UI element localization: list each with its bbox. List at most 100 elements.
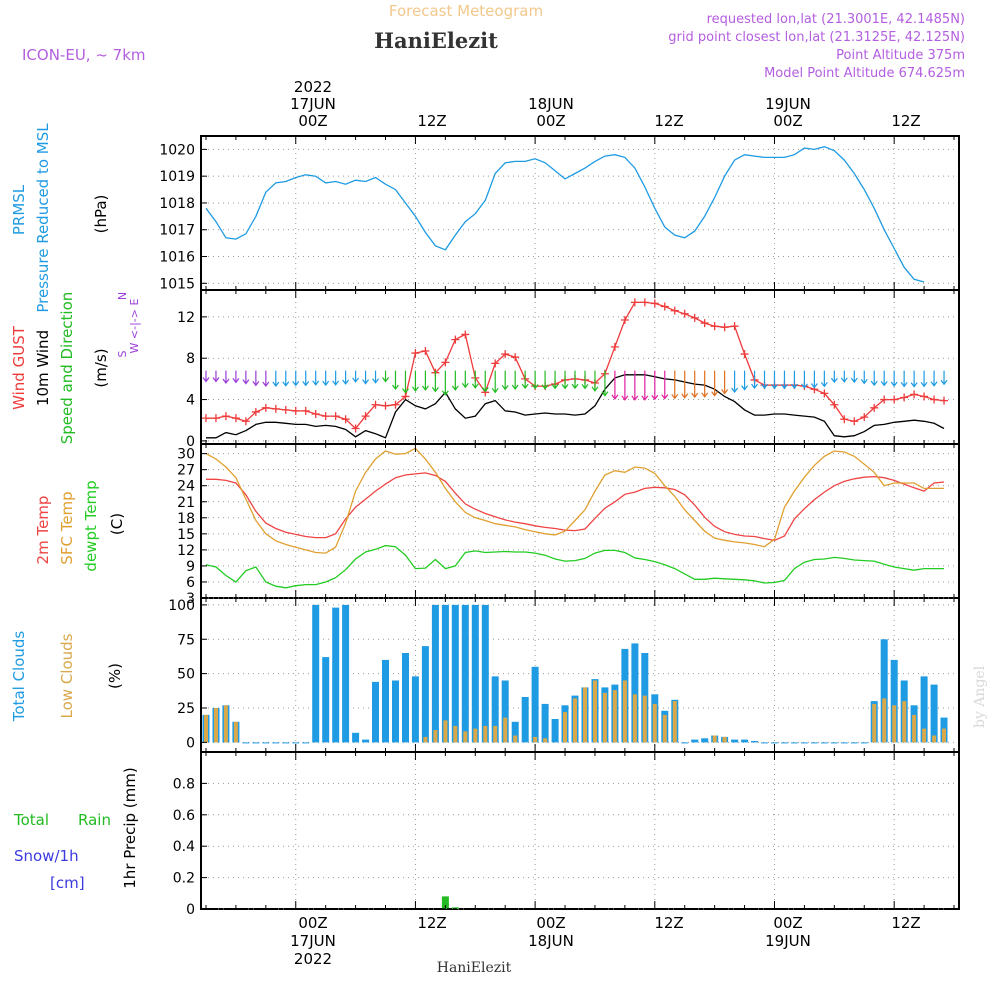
total-cloud-bar: [481, 604, 489, 743]
low-cloud-bar: [513, 735, 518, 743]
total-cloud-bar: [491, 676, 499, 743]
total-cloud-bar: [292, 742, 300, 744]
total-cloud-bar: [521, 697, 529, 743]
wind-direction-arrow: [491, 370, 499, 394]
low-cloud-bar: [223, 705, 228, 743]
gust-marker: [610, 342, 619, 351]
wind-unit-label: (m/s): [92, 348, 110, 387]
gust-marker: [491, 359, 500, 368]
top-time-12z-1: 12Z: [417, 112, 446, 130]
total-cloud-bar: [701, 738, 709, 743]
gust-marker: [311, 410, 320, 419]
total-cloud-bar: [431, 604, 439, 743]
bottom-date-19jun: 19JUN: [765, 932, 811, 950]
total-cloud-bar: [691, 739, 699, 743]
y-tick-label: 0: [186, 902, 195, 918]
gust-marker: [740, 350, 749, 359]
low-cloud-bar: [622, 680, 627, 743]
rain-bar: [451, 907, 459, 909]
total-cloud-bar: [262, 742, 270, 744]
gust-marker: [640, 298, 649, 307]
gust-marker: [291, 406, 300, 415]
total-cloud-bar: [471, 604, 479, 743]
gust-marker: [251, 407, 260, 416]
wind-10m-label: 10m Wind: [34, 330, 52, 406]
gust-marker: [690, 313, 699, 322]
y-tick-label: 12: [177, 310, 195, 326]
total-cloud-bar: [551, 719, 559, 743]
y-tick-label: 0.4: [173, 839, 195, 855]
wind-direction-arrow: [252, 370, 260, 387]
low-cloud-bar: [583, 687, 587, 743]
wind-direction-arrow: [711, 370, 719, 397]
gust-marker: [261, 403, 270, 412]
y-tick-label: 0.2: [173, 871, 195, 887]
wind-direction-arrow: [900, 370, 908, 388]
total-rain-label-2: Rain: [78, 811, 111, 829]
low-cloud-bar: [662, 714, 667, 743]
snow-label: Snow/1h: [14, 847, 79, 865]
wind-gust-label: Wind GUST: [10, 325, 28, 410]
low-cloud-bar: [872, 703, 877, 743]
low-cloud-bar: [642, 695, 647, 743]
wind-direction-arrow: [741, 370, 749, 391]
total-cloud-bar: [451, 604, 459, 743]
total-cloud-bar: [820, 742, 828, 744]
total-cloud-bar: [342, 604, 350, 743]
total-cloud-bar: [631, 643, 639, 743]
gust-marker: [321, 412, 330, 421]
wind-direction-arrow: [771, 370, 778, 390]
y-tick-label: 24: [177, 479, 195, 495]
low-cloud-bar: [932, 735, 937, 743]
wind-direction-arrow: [382, 370, 389, 383]
top-date-19jun: 19JUN: [765, 95, 811, 113]
total-cloud-bar: [392, 680, 399, 743]
total-cloud-bar: [771, 742, 778, 744]
wind-direction-arrow: [761, 370, 768, 390]
gust-marker: [511, 353, 520, 362]
wind-direction-arrow: [312, 370, 320, 386]
prmsl-label: PRMSL: [10, 184, 28, 235]
wind-direction-arrow: [461, 370, 469, 389]
total-cloud-bar: [362, 739, 370, 743]
total-cloud-bar: [920, 676, 928, 743]
low-cloud-bar: [204, 714, 208, 743]
wind-direction-arrow: [232, 370, 240, 384]
total-cloud-bar: [800, 742, 808, 744]
wind-10m-line: [206, 374, 945, 439]
gust-marker: [630, 298, 639, 307]
bottom-time-12z-2: 12Z: [654, 914, 683, 932]
gust-marker: [730, 322, 739, 331]
y-tick-label: 0: [186, 735, 195, 751]
low-cloud-bar: [942, 728, 946, 743]
gust-marker: [221, 412, 230, 421]
total-cloud-bar: [531, 666, 539, 743]
compass-s-label: S: [116, 350, 129, 357]
total-cloud-bar: [830, 742, 838, 744]
total-cloud-bar: [751, 741, 758, 743]
gust-marker: [620, 315, 629, 324]
wind-direction-arrow: [681, 370, 689, 399]
gust-marker: [301, 406, 310, 415]
gust-marker: [860, 413, 869, 422]
y-tick-label: 30: [177, 447, 195, 463]
gust-marker: [351, 424, 360, 433]
top-time-00z-3: 00Z: [773, 112, 802, 130]
gust-marker: [920, 392, 929, 401]
wind-direction-arrow: [810, 370, 818, 389]
y-tick-label: 25: [177, 701, 195, 717]
wind-direction-arrow: [521, 370, 529, 390]
watermark: by Angel: [972, 665, 988, 728]
gust-marker: [211, 414, 220, 423]
top-date-18jun: 18JUN: [528, 95, 574, 113]
wind-direction-arrow: [481, 370, 489, 393]
wind-direction-arrow: [840, 370, 848, 383]
gust-marker: [650, 299, 659, 308]
gust-marker: [381, 401, 390, 410]
low-cloud-bar: [463, 731, 468, 743]
footer-station: HaniElezit: [437, 960, 512, 976]
wind-direction-arrow: [890, 370, 898, 388]
low-cloud-bar: [652, 703, 657, 743]
total-cloud-bar: [930, 684, 938, 743]
low-cloud-bar: [902, 701, 907, 743]
